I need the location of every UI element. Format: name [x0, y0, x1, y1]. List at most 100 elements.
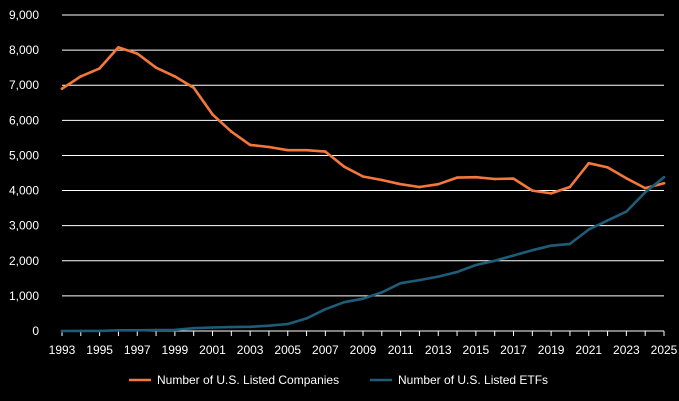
data-point: [568, 185, 572, 189]
data-point: [173, 328, 177, 332]
data-point: [455, 176, 459, 179]
data-point: [248, 325, 252, 329]
data-point: [286, 148, 290, 152]
data-point: [662, 181, 666, 185]
series-lines: [60, 45, 666, 333]
data-point: [135, 328, 139, 332]
data-point: [531, 189, 534, 192]
data-point: [173, 75, 177, 78]
data-point: [587, 161, 591, 165]
data-point: [286, 322, 290, 326]
x-tick-label: 2005: [274, 343, 301, 357]
y-axis-ticks: 0 1,000 2,000 3,000 4,000 5,000 6,000 7,000 8,00…: [9, 8, 39, 338]
data-point: [117, 46, 120, 49]
data-point: [79, 75, 83, 78]
data-point: [436, 182, 440, 186]
data-point: [380, 291, 384, 294]
x-tick-label: 2009: [350, 343, 377, 357]
data-point: [192, 326, 195, 330]
data-point: [474, 175, 478, 179]
data-point: [455, 270, 459, 274]
data-point: [98, 329, 101, 333]
x-tick-label: 1993: [49, 343, 76, 357]
y-tick-label: 9,000: [9, 8, 39, 22]
data-point: [211, 113, 214, 116]
data-point: [474, 263, 478, 267]
data-point: [98, 67, 101, 70]
data-point: [324, 150, 327, 153]
data-point: [493, 177, 496, 181]
x-tick-label: 1995: [86, 343, 113, 357]
x-tick-label: 2023: [613, 343, 640, 357]
y-tick-label: 2,000: [9, 254, 39, 268]
data-point: [324, 307, 327, 311]
data-point: [154, 328, 158, 332]
legend-label: Number of U.S. Listed Companies: [157, 373, 339, 387]
data-point: [418, 185, 421, 189]
data-point: [549, 192, 553, 195]
x-tick-label: 1997: [124, 343, 151, 357]
data-point: [493, 259, 496, 263]
data-point: [531, 248, 534, 252]
x-tick-label: 2007: [312, 343, 339, 357]
data-point: [643, 186, 647, 190]
data-point: [662, 175, 666, 179]
x-tick-label: 2019: [538, 343, 565, 357]
data-point: [230, 325, 233, 329]
x-tick-label: 2011: [388, 343, 414, 357]
data-point: [60, 329, 64, 333]
data-point: [568, 242, 572, 246]
data-point: [436, 275, 440, 278]
data-point: [587, 228, 591, 231]
data-point: [399, 281, 402, 285]
data-point: [512, 177, 515, 180]
data-point: [606, 166, 609, 169]
y-tick-label: 1,000: [9, 289, 39, 303]
data-point: [79, 329, 83, 333]
data-point: [267, 324, 271, 328]
data-point: [60, 87, 64, 91]
data-point: [192, 86, 195, 89]
data-point: [361, 175, 365, 178]
y-tick-label: 5,000: [9, 148, 39, 162]
legend-label: Number of U.S. Listed ETFs: [398, 373, 548, 387]
data-point: [267, 145, 271, 149]
y-tick-label: 7,000: [9, 78, 39, 92]
data-point: [512, 254, 515, 257]
x-tick-label: 2021: [575, 343, 602, 357]
data-point: [643, 191, 647, 194]
y-tick-label: 8,000: [9, 43, 39, 57]
x-tick-label: 2001: [199, 343, 226, 357]
legend: Number of U.S. Listed Companies Number of…: [129, 373, 548, 387]
y-tick-label: 0: [32, 324, 39, 338]
data-point: [380, 178, 384, 182]
x-tick-label: 2013: [425, 343, 452, 357]
data-point: [361, 297, 365, 300]
x-tick-label: 1999: [162, 343, 189, 357]
data-point: [606, 219, 609, 222]
data-point: [154, 66, 158, 69]
data-point: [117, 328, 120, 332]
data-point: [342, 300, 346, 304]
x-tick-label: 2015: [463, 343, 490, 357]
data-point: [305, 148, 308, 152]
data-point: [399, 182, 402, 186]
data-point: [230, 130, 233, 133]
data-point: [248, 143, 252, 147]
y-tick-label: 6,000: [9, 113, 39, 127]
data-point: [625, 210, 628, 213]
gridlines: [62, 14, 664, 297]
y-tick-label: 4,000: [9, 184, 39, 198]
data-point: [305, 317, 308, 320]
data-point: [625, 176, 628, 180]
data-point: [211, 326, 214, 329]
data-point: [342, 165, 346, 168]
y-tick-label: 3,000: [9, 219, 39, 233]
x-tick-label: 2003: [237, 343, 264, 357]
x-tick-label: 2025: [651, 343, 678, 357]
data-point: [135, 52, 139, 55]
x-tick-label: 2017: [500, 343, 527, 357]
data-point: [418, 278, 421, 282]
